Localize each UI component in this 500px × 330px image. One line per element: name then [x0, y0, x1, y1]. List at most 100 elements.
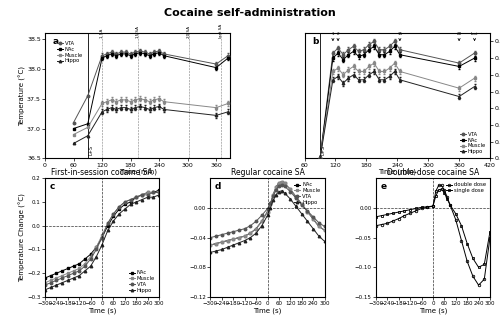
VTA	[268, 201, 274, 205]
VTA	[122, 200, 128, 204]
Muscle	[116, 205, 122, 209]
NAc	[230, 237, 236, 241]
single dose	[402, 209, 407, 213]
Muscle	[128, 198, 134, 202]
Hippo	[298, 212, 304, 216]
Muscle	[288, 187, 294, 191]
single dose	[447, 203, 453, 207]
Hippo	[310, 227, 316, 231]
NAc	[88, 252, 94, 256]
Text: 15: 15	[398, 31, 402, 36]
Text: Cocaine self-administration: Cocaine self-administration	[164, 8, 336, 18]
X-axis label: Time (s): Time (s)	[254, 308, 281, 314]
VTA	[236, 228, 242, 232]
NAc	[105, 224, 111, 228]
Muscle	[144, 190, 150, 194]
Hippo	[59, 281, 65, 285]
NAc	[279, 180, 285, 184]
Muscle	[268, 202, 274, 206]
Legend: VTA, NAc, Muscle, Hippo: VTA, NAc, Muscle, Hippo	[55, 39, 84, 65]
Text: last: last	[471, 31, 478, 36]
Hippo	[144, 195, 150, 199]
double dose	[436, 183, 442, 187]
Muscle	[150, 190, 156, 194]
Y-axis label: Temperature (°C): Temperature (°C)	[18, 66, 26, 126]
Muscle	[122, 200, 128, 204]
Muscle	[213, 242, 219, 246]
Hippo	[219, 248, 225, 251]
Muscle	[259, 219, 265, 223]
double dose	[396, 216, 402, 220]
Hippo	[128, 202, 134, 206]
NAc	[293, 195, 299, 199]
VTA	[156, 190, 162, 194]
Muscle	[105, 221, 111, 225]
single dose	[470, 256, 476, 260]
Muscle	[54, 276, 60, 280]
single dose	[418, 205, 424, 209]
NAc	[134, 195, 140, 199]
Text: L+S: L+S	[88, 145, 94, 155]
NAc	[248, 231, 254, 235]
Line: Muscle: Muscle	[44, 191, 160, 284]
Text: 20: 20	[456, 31, 462, 36]
Y-axis label: Temperature Change (°C): Temperature Change (°C)	[19, 193, 26, 282]
Text: d: d	[215, 182, 222, 191]
Muscle	[293, 195, 299, 199]
NAc	[270, 192, 276, 196]
VTA	[59, 276, 65, 280]
Muscle	[65, 271, 71, 275]
VTA	[316, 221, 322, 225]
VTA	[76, 269, 82, 273]
double dose	[373, 224, 379, 228]
Hippo	[208, 250, 214, 254]
double dose	[482, 277, 488, 281]
VTA	[110, 212, 116, 216]
Hippo	[76, 274, 82, 278]
NAc	[150, 190, 156, 194]
NAc	[276, 181, 282, 185]
Muscle	[236, 236, 242, 240]
single dose	[378, 214, 384, 217]
VTA	[88, 257, 94, 261]
Muscle	[316, 224, 322, 228]
double dose	[418, 207, 424, 211]
Text: a: a	[52, 37, 59, 46]
Muscle	[156, 190, 162, 194]
VTA	[208, 236, 214, 240]
Line: Hippo: Hippo	[209, 189, 326, 254]
Hippo	[48, 285, 54, 289]
Hippo	[293, 204, 299, 209]
single dose	[438, 187, 444, 191]
NAc	[264, 210, 270, 214]
Muscle	[224, 239, 230, 243]
Hippo	[253, 231, 259, 235]
Hippo	[259, 224, 265, 228]
Hippo	[99, 243, 105, 247]
Line: Hippo: Hippo	[44, 194, 160, 291]
NAc	[288, 187, 294, 191]
Legend: NAc, Muscle, VTA, Hippo: NAc, Muscle, VTA, Hippo	[292, 181, 322, 206]
Muscle	[264, 210, 270, 214]
single dose	[424, 205, 430, 209]
VTA	[105, 221, 111, 225]
VTA	[259, 213, 265, 217]
Hippo	[156, 193, 162, 197]
single dose	[384, 213, 390, 216]
NAc	[224, 239, 230, 243]
Text: 2: 2	[336, 31, 340, 36]
double dose	[402, 214, 407, 217]
Text: last SA: last SA	[219, 23, 223, 38]
VTA	[288, 189, 294, 193]
single dose	[453, 212, 459, 216]
Hippo	[54, 283, 60, 287]
Hippo	[139, 198, 145, 202]
NAc	[236, 236, 242, 240]
NAc	[99, 236, 105, 240]
Hippo	[105, 228, 111, 232]
NAc	[213, 242, 219, 246]
Text: b: b	[312, 37, 318, 46]
X-axis label: Time (s): Time (s)	[88, 308, 116, 314]
Title: First-in-session cocaine SA: First-in-session cocaine SA	[51, 168, 153, 178]
NAc	[54, 271, 60, 275]
